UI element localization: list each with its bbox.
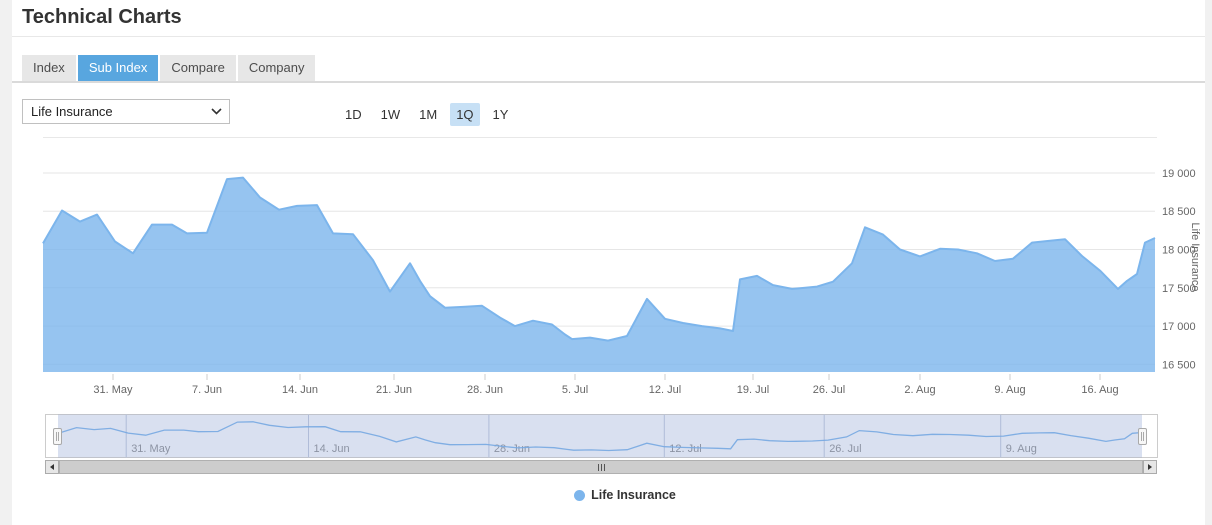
- tab-company[interactable]: Company: [237, 55, 316, 81]
- navigator-date-label: 26. Jul: [829, 443, 861, 455]
- scrollbar-right-button[interactable]: [1143, 460, 1157, 474]
- navigator-outline: [45, 414, 1158, 458]
- navigator-series-line: [57, 421, 1143, 452]
- x-axis-label: 28. Jun: [467, 384, 503, 396]
- arrow-right-icon: [1148, 464, 1155, 470]
- navigator-date-label: 14. Jun: [314, 443, 350, 455]
- navigator-date-label: 9. Aug: [1006, 443, 1037, 455]
- range-option-1m[interactable]: 1M: [419, 106, 438, 122]
- range-option-1q[interactable]: 1Q: [450, 102, 480, 126]
- navigator-left-handle[interactable]: [53, 428, 62, 445]
- tab-compare[interactable]: Compare: [160, 55, 236, 81]
- title-divider: [12, 36, 1205, 37]
- subindex-select-value: Life Insurance: [31, 104, 113, 119]
- x-axis-label: 12. Jul: [649, 384, 681, 396]
- x-axis-label: 2. Aug: [904, 384, 935, 396]
- range-option-1w[interactable]: 1W: [380, 106, 401, 122]
- drag-grip-icon: [598, 464, 605, 471]
- scrollbar-left-button[interactable]: [45, 460, 59, 474]
- range-option-1y[interactable]: 1Y: [492, 106, 509, 122]
- range-option-1d[interactable]: 1D: [345, 106, 362, 122]
- series-marker-icon: [574, 489, 586, 501]
- y-axis-label: 16 500: [1162, 359, 1196, 371]
- scrollbar-thumb[interactable]: [59, 460, 1143, 474]
- navigator-right-handle[interactable]: [1138, 428, 1147, 445]
- tab-underline: [12, 81, 1205, 83]
- x-axis-label: 26. Jul: [813, 384, 845, 396]
- chart-plot-area[interactable]: [43, 150, 1155, 372]
- chart-top-divider: [43, 137, 1157, 138]
- y-axis-title: Life Insurance: [1189, 222, 1201, 291]
- page-background-right: [1205, 0, 1212, 525]
- y-axis-label: 18 000: [1162, 245, 1196, 257]
- legend: Life Insurance: [43, 488, 1207, 502]
- tab-bar: Index Sub Index Compare Company: [22, 55, 316, 81]
- legend-label: Life Insurance: [591, 488, 676, 502]
- y-axis-label: 17 500: [1162, 283, 1196, 295]
- x-axis-label: 19. Jul: [737, 384, 769, 396]
- tab-index[interactable]: Index: [22, 55, 76, 81]
- x-axis-label: 16. Aug: [1081, 384, 1118, 396]
- x-axis-label: 14. Jun: [282, 384, 318, 396]
- y-axis-label: 17 000: [1162, 321, 1196, 333]
- range-selector: 1D 1W 1M 1Q 1Y: [339, 101, 514, 127]
- x-axis-label: 31. May: [93, 384, 133, 396]
- y-axis-label: 18 500: [1162, 206, 1196, 218]
- x-axis-label: 7. Jun: [192, 384, 222, 396]
- arrow-left-icon: [47, 464, 54, 470]
- page-title: Technical Charts: [22, 6, 182, 28]
- legend-item-life-insurance[interactable]: Life Insurance: [574, 488, 676, 502]
- navigator-selection-mask: [58, 414, 1142, 458]
- navigator-date-label: 31. May: [131, 443, 171, 455]
- navigator-date-label: 12. Jul: [669, 443, 701, 455]
- tab-sub-index[interactable]: Sub Index: [77, 55, 159, 81]
- navigator-date-label: 28. Jun: [494, 443, 530, 455]
- x-axis-label: 5. Jul: [562, 384, 588, 396]
- x-axis-label: 9. Aug: [994, 384, 1025, 396]
- y-axis-label: 19 000: [1162, 168, 1196, 180]
- subindex-select[interactable]: Life Insurance: [22, 99, 230, 124]
- x-axis-label: 21. Jun: [376, 384, 412, 396]
- chevron-down-icon: [211, 108, 222, 115]
- page-background-left: [0, 0, 12, 525]
